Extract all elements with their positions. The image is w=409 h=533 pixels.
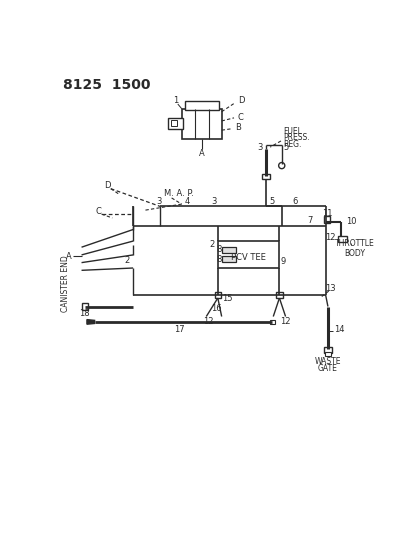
Bar bbox=[167, 118, 183, 128]
Text: 5: 5 bbox=[282, 143, 288, 151]
Text: 11: 11 bbox=[321, 209, 332, 218]
Text: 8: 8 bbox=[216, 245, 222, 254]
Text: 9: 9 bbox=[280, 257, 285, 266]
Text: 2: 2 bbox=[124, 256, 129, 265]
Bar bbox=[276, 292, 282, 298]
Text: 14: 14 bbox=[333, 325, 344, 334]
Text: 16: 16 bbox=[211, 304, 221, 313]
Text: THROTTLE
BODY: THROTTLE BODY bbox=[334, 239, 374, 259]
Text: 17: 17 bbox=[173, 325, 184, 334]
Bar bbox=[221, 247, 235, 253]
Text: 3: 3 bbox=[211, 197, 216, 206]
Text: WASTE: WASTE bbox=[314, 358, 340, 367]
Text: B: B bbox=[235, 123, 241, 132]
Text: C: C bbox=[236, 112, 243, 122]
Polygon shape bbox=[87, 320, 94, 324]
Bar bbox=[337, 236, 346, 242]
Text: 5: 5 bbox=[268, 197, 274, 206]
Bar bbox=[214, 292, 220, 298]
Text: 12: 12 bbox=[280, 318, 290, 326]
Text: 6: 6 bbox=[292, 197, 297, 206]
Bar bbox=[262, 174, 270, 180]
Text: A: A bbox=[66, 252, 72, 261]
Bar bbox=[181, 109, 221, 140]
Bar bbox=[171, 120, 177, 126]
Text: 8: 8 bbox=[216, 255, 222, 264]
Text: 12: 12 bbox=[203, 318, 213, 326]
Text: FUEL: FUEL bbox=[283, 127, 301, 136]
Text: 8125  1500: 8125 1500 bbox=[63, 78, 150, 92]
Text: GATE: GATE bbox=[317, 364, 337, 373]
Text: 4: 4 bbox=[184, 197, 189, 206]
Bar bbox=[221, 256, 235, 262]
Text: D: D bbox=[238, 96, 245, 106]
Text: 12: 12 bbox=[324, 233, 335, 241]
Bar bbox=[323, 348, 331, 353]
Text: 3: 3 bbox=[155, 197, 161, 206]
Bar bbox=[217, 241, 279, 268]
Text: M. A. P.: M. A. P. bbox=[164, 189, 193, 198]
Text: C: C bbox=[95, 207, 101, 216]
Text: CANISTER END: CANISTER END bbox=[61, 255, 70, 312]
Circle shape bbox=[278, 163, 284, 168]
Text: PRESS.: PRESS. bbox=[283, 133, 309, 142]
Text: 18: 18 bbox=[79, 309, 90, 318]
Text: 2: 2 bbox=[209, 240, 214, 249]
Text: 7: 7 bbox=[307, 216, 312, 225]
Text: 3: 3 bbox=[257, 143, 262, 151]
Text: 13: 13 bbox=[324, 284, 335, 293]
Text: REG.: REG. bbox=[283, 140, 301, 149]
Text: PCV TEE: PCV TEE bbox=[231, 254, 265, 262]
Text: 10: 10 bbox=[345, 217, 355, 227]
Text: A: A bbox=[198, 149, 204, 158]
Text: 1: 1 bbox=[173, 96, 178, 106]
Bar bbox=[184, 101, 218, 110]
Bar bbox=[81, 303, 88, 310]
Bar bbox=[324, 352, 330, 356]
Bar bbox=[323, 216, 329, 223]
Text: D: D bbox=[104, 181, 111, 190]
Text: 15: 15 bbox=[221, 294, 232, 303]
Bar bbox=[270, 320, 274, 324]
